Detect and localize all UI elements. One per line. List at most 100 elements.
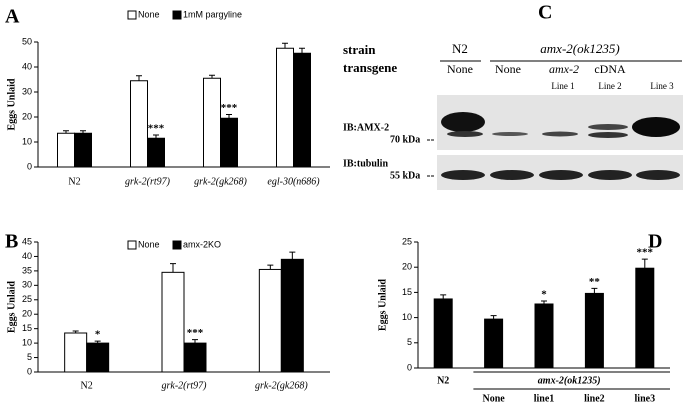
- significance: ***: [221, 102, 238, 114]
- y-tick-label: 10: [402, 312, 412, 322]
- significance: ***: [187, 327, 204, 339]
- bar: [433, 298, 453, 369]
- significance: *: [95, 329, 101, 341]
- error-bar: [267, 264, 274, 270]
- y-tick-label: 45: [22, 236, 32, 246]
- band: [490, 170, 534, 180]
- x-tick-label: grk-2(gk268): [194, 176, 247, 187]
- bar: [130, 80, 148, 168]
- error-bar: [170, 263, 176, 273]
- y-tick-label: 10: [22, 136, 32, 146]
- legend-label: None: [138, 239, 160, 249]
- y-tick-label: 40: [22, 251, 32, 261]
- x-tick-label: line2: [584, 393, 605, 404]
- legend-label: amx-2KO: [183, 239, 221, 249]
- error-bar: [541, 300, 547, 304]
- x-tick-label: grk-2(gk268): [255, 380, 308, 391]
- bar: [203, 77, 221, 168]
- error-bar: [226, 114, 232, 119]
- y-tick-label: 30: [22, 280, 32, 290]
- band: [588, 124, 628, 130]
- transgene: None: [495, 62, 521, 76]
- blot-label: IB:AMX-2: [343, 122, 389, 133]
- y-tick-label: 20: [22, 309, 32, 319]
- error-bar: [72, 330, 79, 333]
- y-tick-label: 25: [22, 294, 32, 304]
- bar: [64, 332, 88, 373]
- band: [588, 132, 628, 138]
- error-bar: [136, 75, 142, 81]
- band: [441, 112, 485, 132]
- y-tick-label: 35: [22, 265, 32, 275]
- row-label: strain: [343, 42, 376, 57]
- significance: *: [541, 288, 547, 300]
- line-label: Line 2: [598, 81, 621, 91]
- bar: [635, 267, 655, 369]
- panel-label: B: [5, 231, 18, 253]
- significance: **: [589, 276, 601, 288]
- panel-c: C strain transgene N2 amx-2(ok1235) None…: [343, 2, 683, 190]
- legend-label: None: [138, 9, 160, 19]
- line-label: Line 3: [650, 81, 674, 91]
- x-tick-label: egl-30(n686): [267, 176, 320, 187]
- bar: [534, 303, 554, 369]
- x-tick-label: N2: [437, 375, 449, 386]
- size-marker: 70 kDa: [390, 134, 420, 145]
- transgene: amx-2: [549, 62, 579, 76]
- y-tick-label: 30: [22, 86, 32, 96]
- y-tick-label: 5: [407, 337, 412, 347]
- error-bar: [209, 74, 215, 79]
- error-bar: [299, 47, 305, 54]
- y-axis-label: Eggs Unlaid: [377, 279, 388, 331]
- x-tick-label: line1: [534, 393, 555, 404]
- y-tick-label: 40: [22, 61, 32, 71]
- row-label: transgene: [343, 60, 397, 75]
- y-tick-label: 10: [22, 337, 32, 347]
- band: [441, 170, 485, 180]
- y-tick-label: 0: [27, 161, 32, 171]
- bar: [86, 342, 110, 373]
- strain: N2: [452, 41, 468, 56]
- y-tick-label: 20: [22, 111, 32, 121]
- panel-label: C: [538, 2, 552, 24]
- transgene: cDNA: [594, 62, 626, 76]
- x-tick-label: grk-2(rt97): [125, 176, 171, 187]
- bar: [584, 292, 604, 369]
- error-bar: [490, 315, 497, 320]
- y-tick-label: 20: [402, 262, 412, 272]
- group-label: amx-2(ok1235): [538, 375, 601, 386]
- band: [632, 117, 680, 137]
- line-label: Line 1: [551, 81, 574, 91]
- x-tick-label: N2: [68, 176, 80, 187]
- band: [539, 170, 583, 180]
- y-tick-label: 0: [407, 362, 412, 372]
- error-bar: [641, 258, 648, 269]
- bar: [57, 132, 75, 168]
- band: [588, 170, 632, 180]
- x-tick-label: grk-2(rt97): [162, 380, 208, 391]
- bar: [183, 342, 207, 373]
- x-tick-label: line3: [635, 393, 656, 404]
- y-tick-label: 5: [27, 352, 32, 362]
- error-bar: [591, 287, 598, 294]
- transgene: None: [447, 62, 473, 76]
- legend-swatch: [127, 240, 137, 250]
- significance: ***: [148, 123, 165, 135]
- panel-label: A: [5, 6, 20, 28]
- blot-label: IB:tubulin: [343, 158, 388, 169]
- bar: [74, 132, 92, 168]
- x-tick-label: None: [482, 393, 505, 404]
- y-tick-label: 15: [402, 287, 412, 297]
- error-bar: [94, 340, 101, 344]
- y-tick-label: 15: [22, 323, 32, 333]
- significance: ***: [637, 247, 654, 259]
- error-bar: [153, 134, 159, 139]
- legend-swatch: [127, 10, 137, 20]
- legend-swatch: [172, 240, 182, 250]
- legend-label: 1mM pargyline: [183, 9, 242, 19]
- bar: [484, 318, 504, 369]
- bar: [147, 137, 165, 168]
- error-bar: [80, 130, 86, 134]
- y-tick-label: 0: [27, 366, 32, 376]
